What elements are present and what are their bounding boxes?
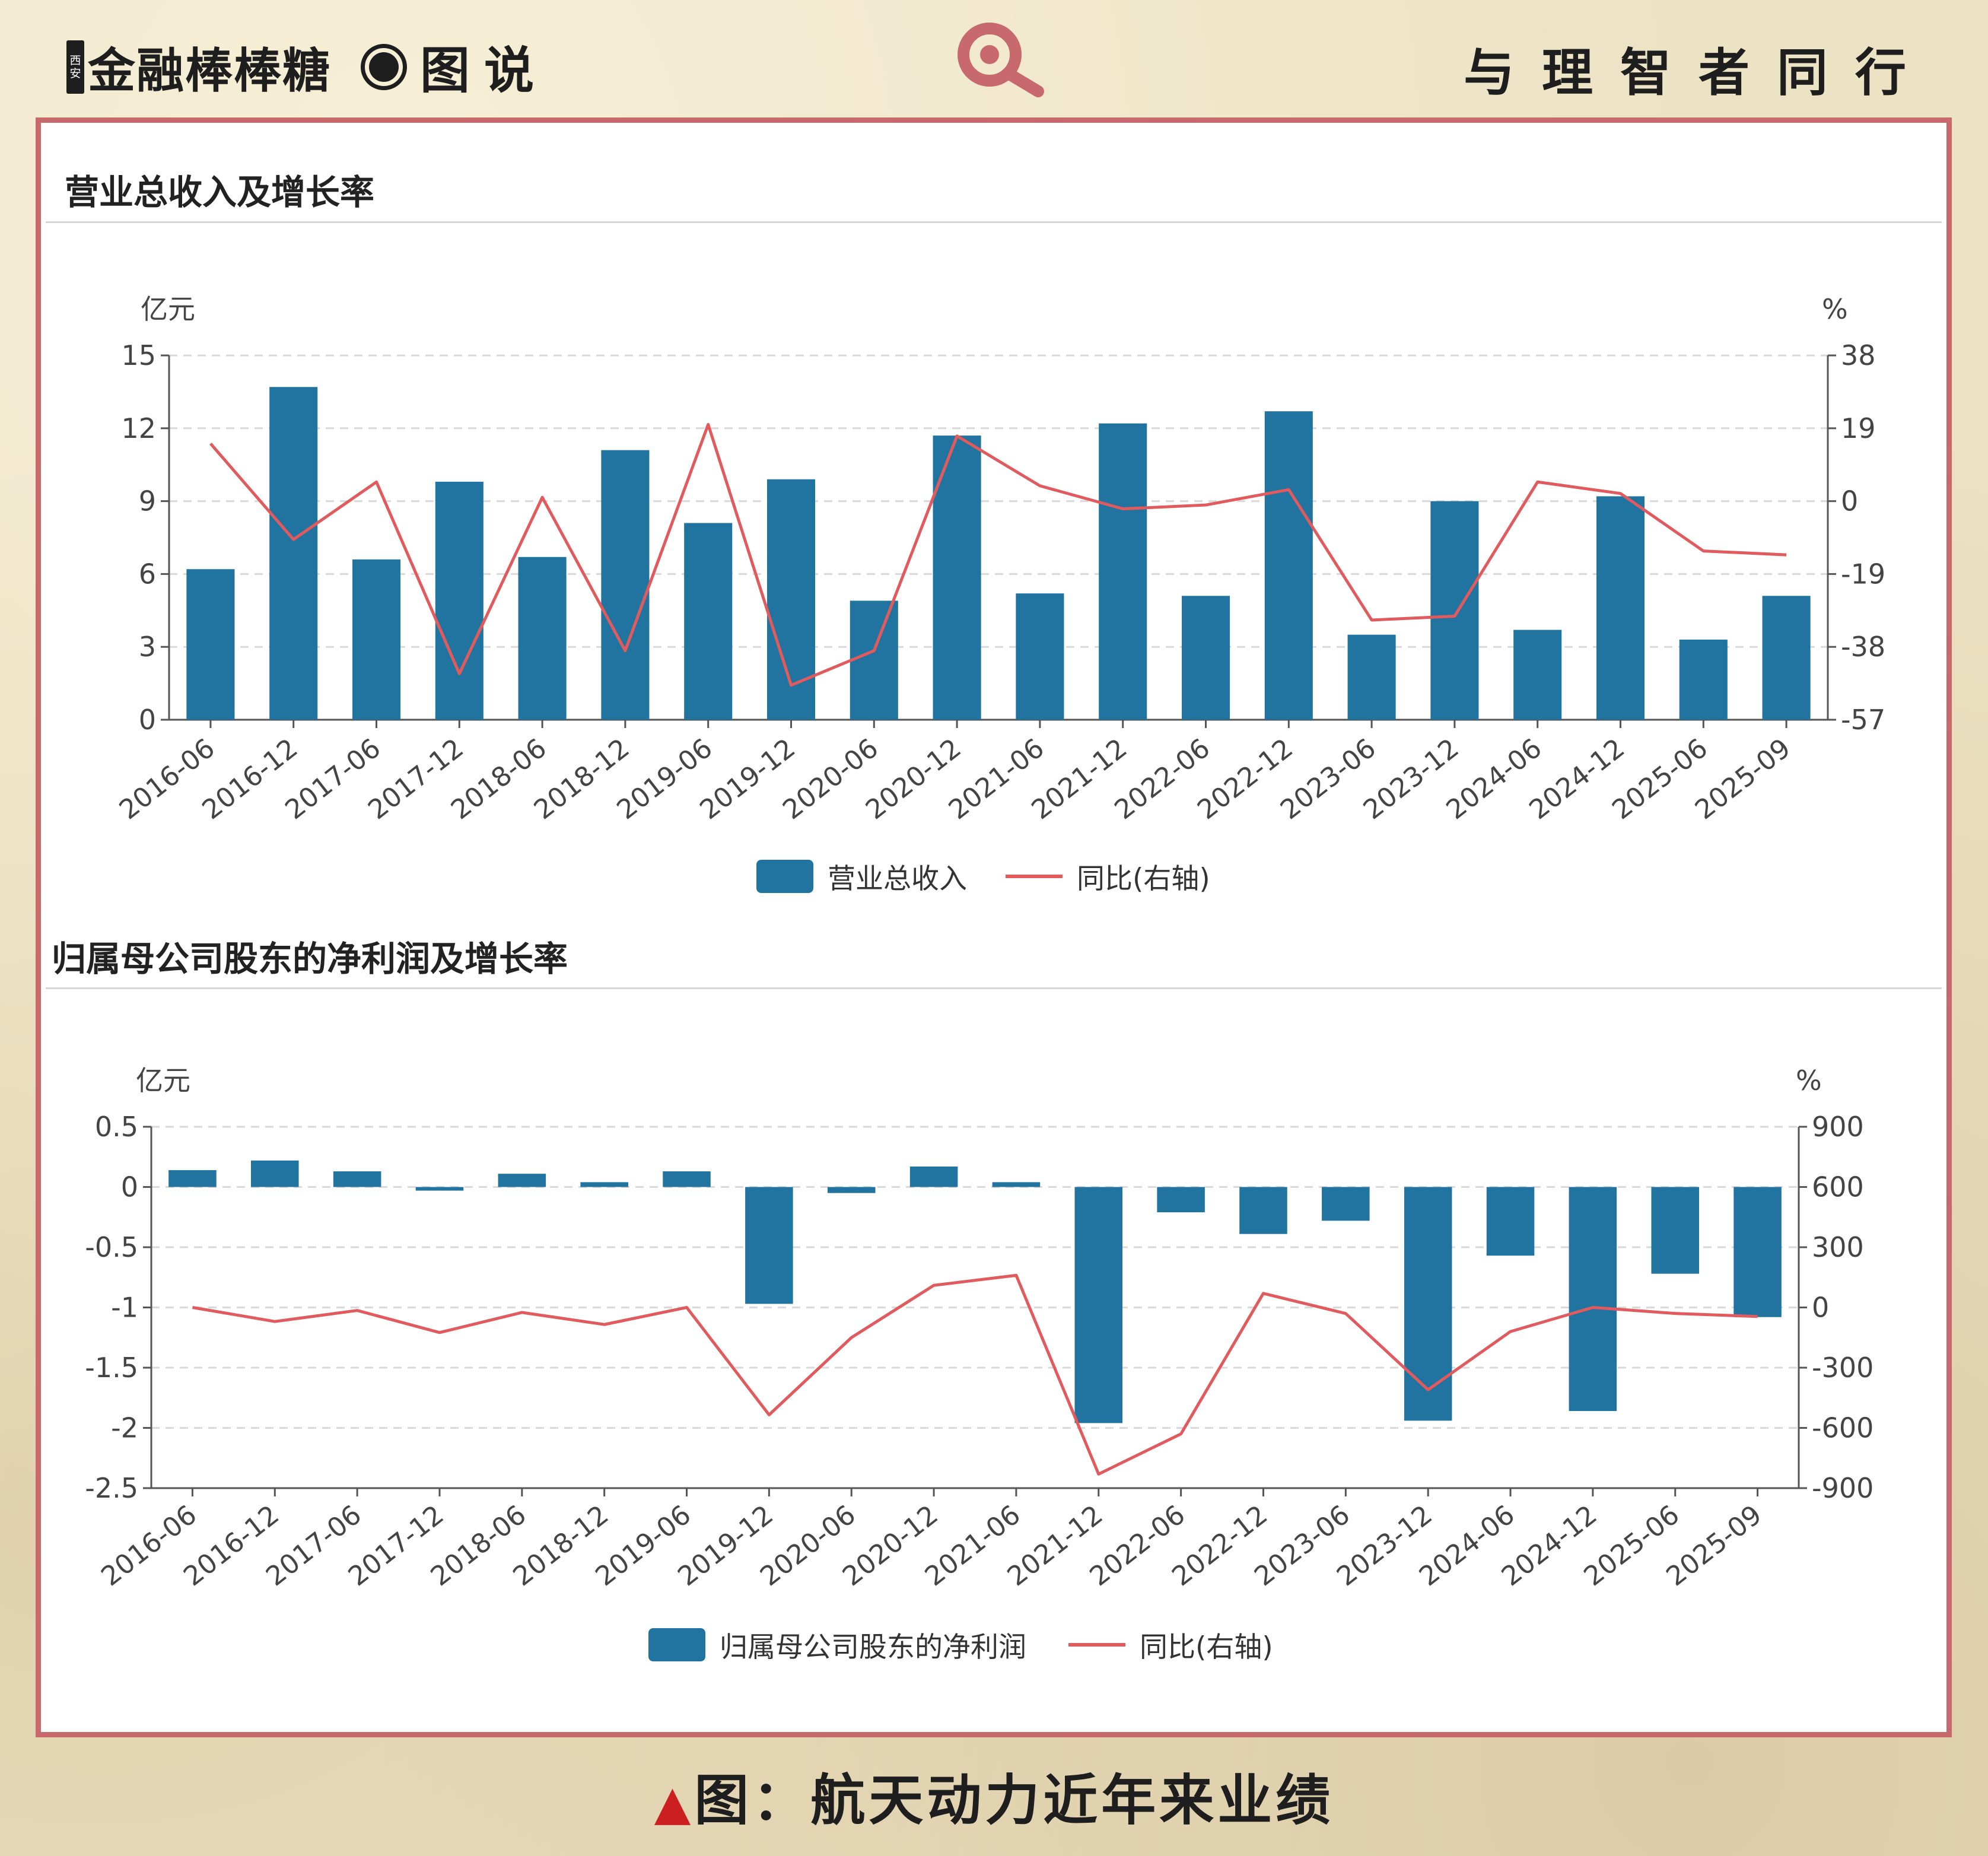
left-axis-tick-label: 3 xyxy=(139,631,156,663)
magnifier-icon xyxy=(958,23,1044,97)
caption: ▲图：航天动力近年来业绩 xyxy=(0,1756,1988,1835)
bar xyxy=(186,569,235,720)
left-axis-tick-label: 9 xyxy=(139,485,156,517)
brand-badge-top: 西 xyxy=(69,53,81,67)
right-axis-unit: % xyxy=(1822,293,1848,325)
bar xyxy=(1322,1187,1370,1221)
left-axis-tick-label: 0 xyxy=(121,1171,138,1203)
bar xyxy=(1239,1187,1287,1234)
legend-bar-swatch xyxy=(756,860,813,893)
bar xyxy=(352,559,401,720)
bar xyxy=(684,523,733,720)
record-dot-icon xyxy=(361,43,407,90)
triangle-marker-icon: ▲ xyxy=(654,1775,695,1830)
brand-badge: 西 安 xyxy=(66,40,84,94)
bar xyxy=(1651,1187,1699,1274)
left-axis-unit: 亿元 xyxy=(136,1064,190,1097)
right-axis-unit: % xyxy=(1796,1064,1822,1097)
bar xyxy=(415,1187,464,1191)
bar xyxy=(168,1170,217,1187)
bar xyxy=(518,557,567,720)
right-axis-tick-label: -38 xyxy=(1841,631,1885,663)
right-axis-tick-label: -900 xyxy=(1812,1472,1874,1504)
bar xyxy=(1099,423,1147,720)
bar xyxy=(992,1182,1041,1187)
bar xyxy=(269,387,318,720)
bar xyxy=(1679,639,1728,720)
bar xyxy=(251,1160,299,1187)
bar xyxy=(1486,1187,1535,1256)
brand: 西 安 金融棒棒糖 图说 xyxy=(66,31,548,103)
profit-title-divider xyxy=(46,987,1942,989)
left-axis-tick-label: 0.5 xyxy=(95,1111,138,1143)
legend-bar-label: 营业总收入 xyxy=(828,863,967,894)
bar xyxy=(1157,1187,1205,1213)
bar xyxy=(1181,596,1230,720)
left-axis-tick-label: 15 xyxy=(121,339,156,371)
bar xyxy=(1596,496,1645,720)
bar xyxy=(663,1171,711,1187)
left-axis-unit: 亿元 xyxy=(141,293,195,325)
bar xyxy=(1404,1187,1452,1421)
right-axis-tick-label: 19 xyxy=(1841,412,1876,444)
right-axis-tick-label: 38 xyxy=(1841,339,1876,371)
bar xyxy=(1762,596,1811,720)
right-axis-tick-label: 900 xyxy=(1812,1111,1864,1143)
right-axis-tick-label: -600 xyxy=(1812,1412,1874,1444)
caption-text: 图：航天动力近年来业绩 xyxy=(694,1769,1334,1832)
bar xyxy=(435,481,484,720)
legend-bar-label: 归属母公司股东的净利润 xyxy=(720,1631,1026,1664)
right-axis-tick-label: 0 xyxy=(1812,1292,1829,1324)
legend-line-label: 同比(右轴) xyxy=(1140,1631,1273,1664)
bar xyxy=(1016,593,1064,720)
right-axis-tick-label: 600 xyxy=(1812,1171,1864,1203)
left-axis-tick-label: -1.5 xyxy=(85,1352,138,1384)
bar xyxy=(601,450,650,720)
bar xyxy=(1733,1187,1782,1317)
revenue-chart-title: 营业总收入及增长率 xyxy=(65,172,375,212)
left-axis-tick-label: -2.5 xyxy=(85,1472,138,1504)
bar xyxy=(1430,501,1479,720)
revenue-title-divider xyxy=(46,221,1942,223)
profit-chart-title: 归属母公司股东的净利润及增长率 xyxy=(52,939,568,979)
growth-rate-line xyxy=(209,422,1787,687)
bar xyxy=(909,1166,958,1187)
left-axis-tick-label: 6 xyxy=(139,558,156,590)
bar xyxy=(1513,630,1562,720)
right-axis-tick-label: -300 xyxy=(1812,1352,1874,1384)
left-axis-tick-label: 0 xyxy=(139,704,156,736)
bar xyxy=(580,1182,628,1187)
charts-frame: 营业总收入及增长率 归属母公司股东的净利润及增长率 0 3 6 9 12 15 -57 -38… xyxy=(36,117,1952,1737)
left-axis-tick-label: 12 xyxy=(121,412,156,444)
legend-line-label: 同比(右轴) xyxy=(1077,863,1210,894)
left-axis-tick-label: -0.5 xyxy=(85,1231,138,1263)
bar xyxy=(850,600,898,720)
bar xyxy=(933,436,981,720)
bar xyxy=(498,1174,546,1187)
bar xyxy=(1074,1187,1123,1423)
brand-tag: 图说 xyxy=(420,42,549,100)
bar xyxy=(1347,634,1396,720)
bar xyxy=(827,1187,876,1193)
bar xyxy=(333,1171,381,1187)
right-axis-tick-label: 300 xyxy=(1812,1231,1864,1263)
right-axis-tick-label: 0 xyxy=(1841,485,1858,517)
legend-bar-swatch xyxy=(648,1628,705,1661)
left-axis-tick-label: -1 xyxy=(111,1292,138,1324)
right-axis-tick-label: -19 xyxy=(1841,558,1885,590)
bar xyxy=(745,1187,793,1304)
brand-badge-bottom: 安 xyxy=(69,66,81,80)
growth-rate-line xyxy=(192,1273,1758,1476)
brand-name: 金融棒棒糖 xyxy=(88,43,331,98)
motto: 与理智者同行 xyxy=(1464,43,1933,103)
right-axis-tick-label: -57 xyxy=(1841,704,1885,736)
header: 西 安 金融棒棒糖 图说 与理智者同行 xyxy=(0,0,1988,119)
left-axis-tick-label: -2 xyxy=(111,1412,138,1444)
profit-chart: -2.5 -2 -1.5 -1 -0.5 0 0.5 -900 -600 -300 0 300 600 9… xyxy=(85,1064,1874,1664)
bar xyxy=(1569,1187,1617,1412)
bar xyxy=(1264,411,1313,720)
